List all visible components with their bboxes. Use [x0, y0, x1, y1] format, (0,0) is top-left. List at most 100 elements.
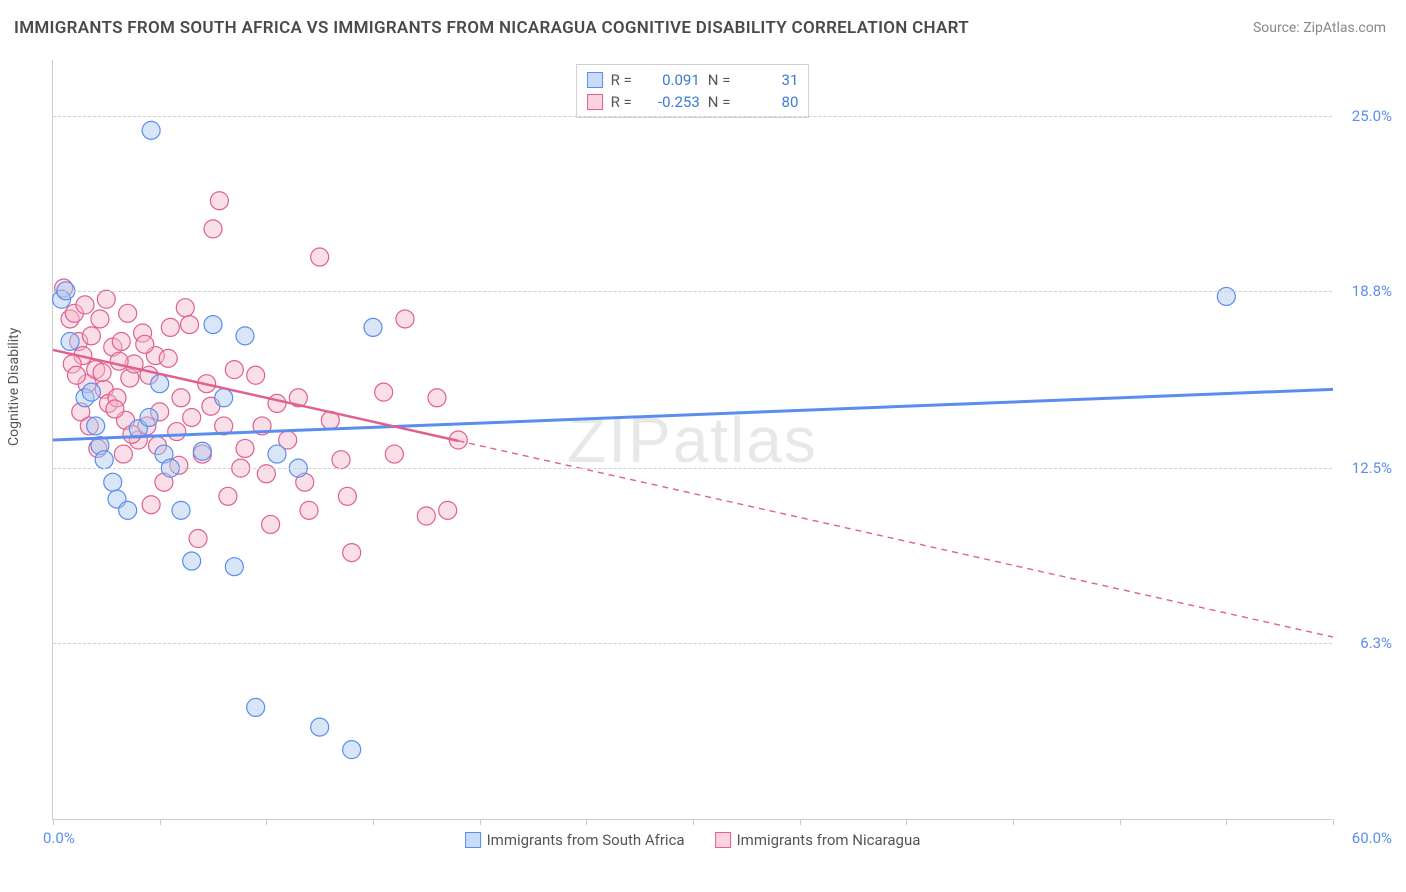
data-point [236, 327, 254, 345]
data-point [151, 375, 169, 393]
data-point [375, 383, 393, 401]
data-point [82, 327, 100, 345]
swatch-blue-icon [587, 72, 603, 88]
data-point [114, 445, 132, 463]
legend-row-blue: R = 0.091 N = 31 [587, 69, 799, 91]
grid-line [53, 468, 1332, 469]
data-point [193, 442, 211, 460]
r-label: R = [611, 93, 632, 111]
x-tick [906, 819, 907, 825]
data-point [300, 501, 318, 519]
data-point [236, 439, 254, 457]
data-point [364, 318, 382, 336]
data-point [159, 349, 177, 367]
data-point [97, 290, 115, 308]
x-tick [266, 819, 267, 825]
data-point [112, 332, 130, 350]
data-point [225, 361, 243, 379]
grid-line [53, 291, 1332, 292]
correlation-legend: R = 0.091 N = 31 R = -0.253 N = 80 [576, 64, 810, 118]
y-tick-label: 18.8% [1352, 282, 1392, 300]
y-tick-label: 25.0% [1352, 107, 1392, 125]
data-point [189, 530, 207, 548]
data-point [168, 423, 186, 441]
x-tick [160, 819, 161, 825]
x-tick [1333, 819, 1334, 825]
source-label: Source: ZipAtlas.com [1253, 20, 1386, 36]
x-tick [800, 819, 801, 825]
x-tick [373, 819, 374, 825]
data-point [119, 304, 137, 322]
data-point [172, 389, 190, 407]
x-tick [1013, 819, 1014, 825]
data-point [142, 121, 160, 139]
data-point [396, 310, 414, 328]
grid-line [53, 643, 1332, 644]
data-point [87, 417, 105, 435]
data-point [417, 507, 435, 525]
trend-line [53, 389, 1333, 440]
data-point [262, 515, 280, 533]
n-label: N = [708, 93, 731, 111]
data-point [183, 408, 201, 426]
x-tick [480, 819, 481, 825]
x-tick [586, 819, 587, 825]
data-point [311, 718, 329, 736]
data-point [215, 389, 233, 407]
data-point [91, 310, 109, 328]
y-tick-label: 12.5% [1352, 459, 1392, 477]
x-tick [693, 819, 694, 825]
x-max-label: 60.0% [1352, 829, 1392, 847]
data-point [61, 332, 79, 350]
scatter-svg [53, 60, 1332, 819]
data-point [183, 552, 201, 570]
legend-label-blue: Immigrants from South Africa [487, 831, 685, 849]
data-point [76, 296, 94, 314]
r-value-blue: 0.091 [640, 71, 700, 89]
data-point [268, 394, 286, 412]
data-point [210, 192, 228, 210]
chart-title: IMMIGRANTS FROM SOUTH AFRICA VS IMMIGRAN… [14, 18, 969, 38]
legend-row-pink: R = -0.253 N = 80 [587, 91, 799, 113]
x-tick [1120, 819, 1121, 825]
data-point [110, 352, 128, 370]
data-point [268, 445, 286, 463]
n-value-pink: 80 [738, 93, 798, 111]
data-point [104, 473, 122, 491]
r-value-pink: -0.253 [640, 93, 700, 111]
x-min-label: 0.0% [43, 829, 75, 847]
data-point [439, 501, 457, 519]
data-point [332, 451, 350, 469]
data-point [82, 383, 100, 401]
data-point [247, 366, 265, 384]
series-legend: Immigrants from South Africa Immigrants … [465, 831, 921, 849]
data-point [93, 363, 111, 381]
legend-item-blue: Immigrants from South Africa [465, 831, 685, 849]
data-point [343, 741, 361, 759]
data-point [176, 299, 194, 317]
data-point [343, 544, 361, 562]
n-value-blue: 31 [738, 71, 798, 89]
x-tick [53, 819, 54, 825]
data-point [247, 698, 265, 716]
legend-label-pink: Immigrants from Nicaragua [737, 831, 921, 849]
data-point [219, 487, 237, 505]
legend-item-pink: Immigrants from Nicaragua [715, 831, 921, 849]
y-axis-label: Cognitive Disability [6, 328, 22, 446]
y-tick-label: 6.3% [1360, 634, 1392, 652]
data-point [311, 248, 329, 266]
data-point [142, 496, 160, 514]
data-point [338, 487, 356, 505]
swatch-pink-icon [587, 94, 603, 110]
data-point [67, 366, 85, 384]
chart-plot-area: ZIPatlas R = 0.091 N = 31 R = -0.253 N =… [52, 60, 1332, 820]
swatch-blue-icon [465, 832, 481, 848]
data-point [136, 335, 154, 353]
data-point [204, 220, 222, 238]
data-point [204, 316, 222, 334]
x-tick [1226, 819, 1227, 825]
data-point [161, 318, 179, 336]
data-point [106, 400, 124, 418]
data-point [140, 408, 158, 426]
data-point [225, 558, 243, 576]
